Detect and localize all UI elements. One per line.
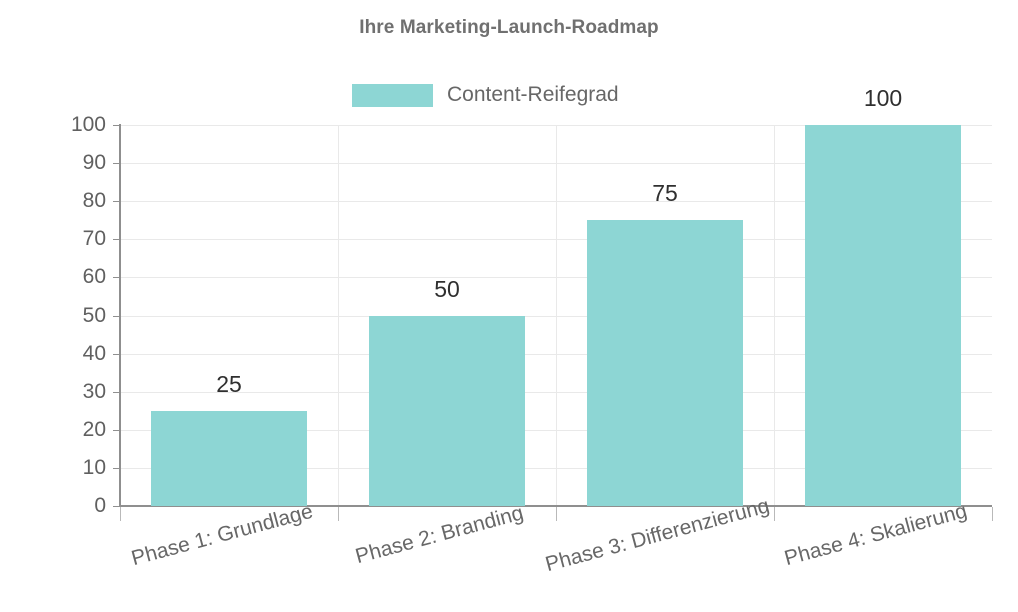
legend-swatch-content-reifegrad: [352, 83, 433, 107]
y-tick-mark: [113, 506, 120, 507]
y-tick-label: 0: [94, 494, 106, 517]
bar-value-label: 25: [216, 370, 242, 397]
y-tick-label: 20: [82, 417, 106, 441]
bar-value-label: 100: [863, 85, 903, 111]
y-tick-mark: [113, 239, 120, 241]
y-tick-mark: [113, 315, 120, 317]
y-tick-label: 90: [82, 151, 106, 175]
y-tick-label: 60: [82, 265, 106, 289]
x-tick-mark: [992, 507, 993, 521]
bar[interactable]: [805, 125, 961, 506]
chart-legend: Content-Reifegrad: [352, 82, 619, 108]
y-tick-label: 30: [82, 379, 106, 403]
legend-label-content-reifegrad: Content-Reifegrad: [447, 83, 619, 106]
y-tick-mark: [113, 353, 120, 355]
y-tick-label: 50: [82, 303, 106, 327]
x-category-label: Phase 4: Skalierung: [782, 499, 970, 571]
y-tick-mark: [113, 429, 120, 431]
y-tick-label: 70: [82, 227, 106, 251]
y-tick-label: 100: [70, 113, 106, 136]
bar[interactable]: [151, 410, 307, 506]
chart-title: Ihre Marketing-Launch-Roadmap: [359, 17, 659, 38]
y-tick-mark: [113, 277, 120, 279]
x-tick-mark: [120, 507, 121, 521]
plot-area: [120, 125, 992, 506]
y-tick-mark: [113, 125, 120, 126]
y-tick-mark: [113, 201, 120, 203]
x-tick-mark: [774, 507, 775, 521]
y-tick-mark: [113, 163, 120, 165]
x-category-label: Phase 1: Grundlage: [128, 499, 316, 571]
y-tick-mark: [113, 467, 120, 469]
gridline-vertical: [774, 125, 775, 506]
x-axis-line: [120, 505, 992, 507]
x-category-label: Phase 2: Branding: [353, 501, 527, 569]
x-tick-mark: [556, 507, 557, 521]
y-tick-mark: [113, 391, 120, 393]
gridline-vertical: [338, 125, 339, 506]
y-tick-label: 10: [82, 455, 106, 479]
bar[interactable]: [587, 220, 743, 506]
x-tick-mark: [338, 507, 339, 521]
gridline-vertical: [556, 125, 557, 506]
bar-value-label: 50: [434, 275, 460, 302]
y-tick-label: 80: [82, 189, 106, 213]
bar[interactable]: [369, 315, 525, 506]
y-axis-line: [119, 124, 121, 507]
bar-value-label: 75: [652, 180, 678, 207]
y-tick-label: 40: [82, 341, 106, 365]
